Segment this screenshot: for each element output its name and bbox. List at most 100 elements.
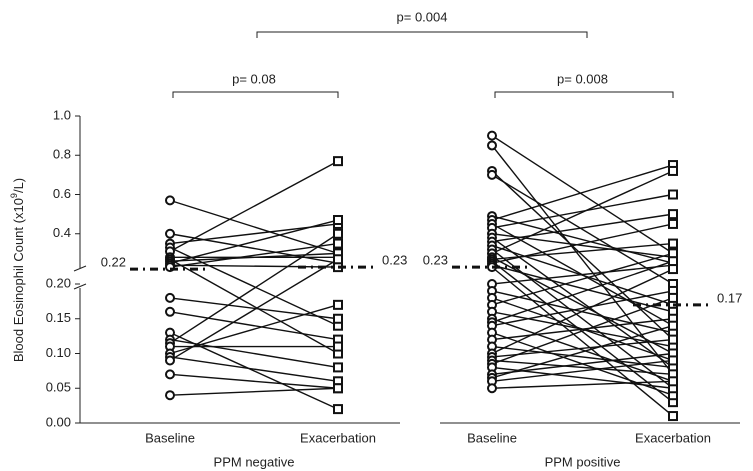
pair-line	[491, 325, 674, 379]
pair-line	[491, 359, 674, 376]
p-value: p= 0.008	[557, 71, 608, 86]
exacerbation-point	[668, 248, 678, 259]
exacerbation-point	[333, 313, 343, 324]
exacerbation-point	[668, 256, 678, 267]
exacerbation-point	[668, 165, 678, 176]
pair-line	[491, 318, 674, 341]
p-value: p= 0.08	[232, 71, 276, 86]
baseline-point	[165, 195, 175, 206]
pair-line	[169, 252, 339, 262]
median-label: 0.23	[423, 253, 448, 268]
x-tick-label: Baseline	[467, 430, 517, 445]
baseline-point	[165, 228, 175, 239]
pair-line	[169, 242, 339, 268]
pair-line	[491, 264, 674, 313]
baseline-point	[487, 130, 497, 141]
pair-line	[491, 359, 674, 382]
exacerbation-point	[333, 404, 343, 415]
pair-line	[491, 264, 674, 285]
pair-line	[169, 297, 339, 320]
baseline-point	[165, 292, 175, 303]
exacerbation-point	[333, 228, 343, 239]
pair-line	[169, 338, 339, 369]
exacerbation-point	[668, 292, 678, 303]
axis-break	[73, 265, 87, 272]
baseline-point	[487, 140, 497, 151]
median-label: 0.17	[717, 290, 742, 305]
pair-line	[491, 193, 674, 229]
pair-line	[169, 356, 339, 382]
exacerbation-point	[333, 156, 343, 167]
y-tick-label: 0.8	[53, 147, 71, 162]
exacerbation-point	[333, 383, 343, 394]
y-tick-label: 0.05	[46, 380, 71, 395]
pair-line	[491, 164, 674, 221]
pair-line	[491, 268, 674, 355]
bracket	[256, 31, 588, 38]
pair-line	[169, 233, 339, 344]
bracket	[172, 91, 339, 98]
exacerbation-point	[668, 238, 678, 249]
y-tick-label: 0.4	[53, 225, 71, 240]
pair-line	[169, 264, 339, 268]
exacerbation-point	[668, 264, 678, 275]
exacerbation-point	[333, 362, 343, 373]
baseline-point	[165, 355, 175, 366]
pair-line	[491, 252, 674, 306]
y-tick-label: 1.0	[53, 107, 71, 122]
pair-line	[169, 199, 339, 255]
pair-line	[491, 318, 674, 382]
exacerbation-point	[668, 355, 678, 366]
exacerbation-point	[668, 376, 678, 387]
baseline-point	[487, 383, 497, 394]
y-tick-label: 0.10	[46, 345, 71, 360]
y-tick-label: 0.6	[53, 186, 71, 201]
pair-line	[491, 215, 674, 264]
exacerbation-point	[333, 299, 343, 310]
baseline-point	[165, 369, 175, 380]
pair-line	[491, 174, 674, 285]
pair-line	[169, 219, 339, 264]
exacerbation-point	[668, 320, 678, 331]
pair-line	[491, 213, 674, 243]
pair-line	[491, 380, 674, 389]
pair-line	[491, 170, 674, 255]
pair-line	[169, 304, 339, 355]
x-tick-label: Exacerbation	[300, 430, 376, 445]
baseline-point	[165, 306, 175, 317]
pair-line	[169, 311, 339, 341]
exacerbation-point	[668, 334, 678, 345]
pair-line	[491, 145, 674, 375]
exacerbation-point	[668, 189, 678, 200]
pair-line	[491, 352, 674, 376]
pair-line	[491, 297, 674, 365]
pair-line	[491, 260, 674, 403]
pair-line	[491, 237, 674, 368]
y-tick-label: 0.00	[46, 414, 71, 429]
median-label: 0.23	[382, 253, 407, 268]
x-tick-label: Exacerbation	[635, 430, 711, 445]
pair-line	[169, 258, 339, 355]
pair-line	[169, 387, 339, 396]
x-tick-label: Baseline	[145, 430, 195, 445]
exacerbation-point	[333, 238, 343, 249]
pair-line	[491, 135, 674, 254]
baseline-point	[165, 390, 175, 401]
pair-line	[491, 260, 674, 323]
y-tick-label: 0.20	[46, 275, 71, 290]
exacerbation-point	[333, 254, 343, 265]
group-label: PPM negative	[214, 454, 295, 469]
exacerbation-point	[668, 209, 678, 220]
exacerbation-point	[333, 215, 343, 226]
y-tick-label: 0.15	[46, 310, 71, 325]
median-label: 0.22	[101, 255, 126, 270]
pair-line	[169, 373, 339, 389]
p-value: p= 0.004	[397, 9, 448, 24]
exacerbation-point	[668, 411, 678, 422]
pair-line	[169, 160, 339, 253]
exacerbation-point	[668, 218, 678, 229]
pair-line	[491, 170, 674, 341]
axis-break	[73, 283, 87, 290]
y-axis-label: Blood Eosinophil Count (x109/L)	[9, 178, 26, 362]
